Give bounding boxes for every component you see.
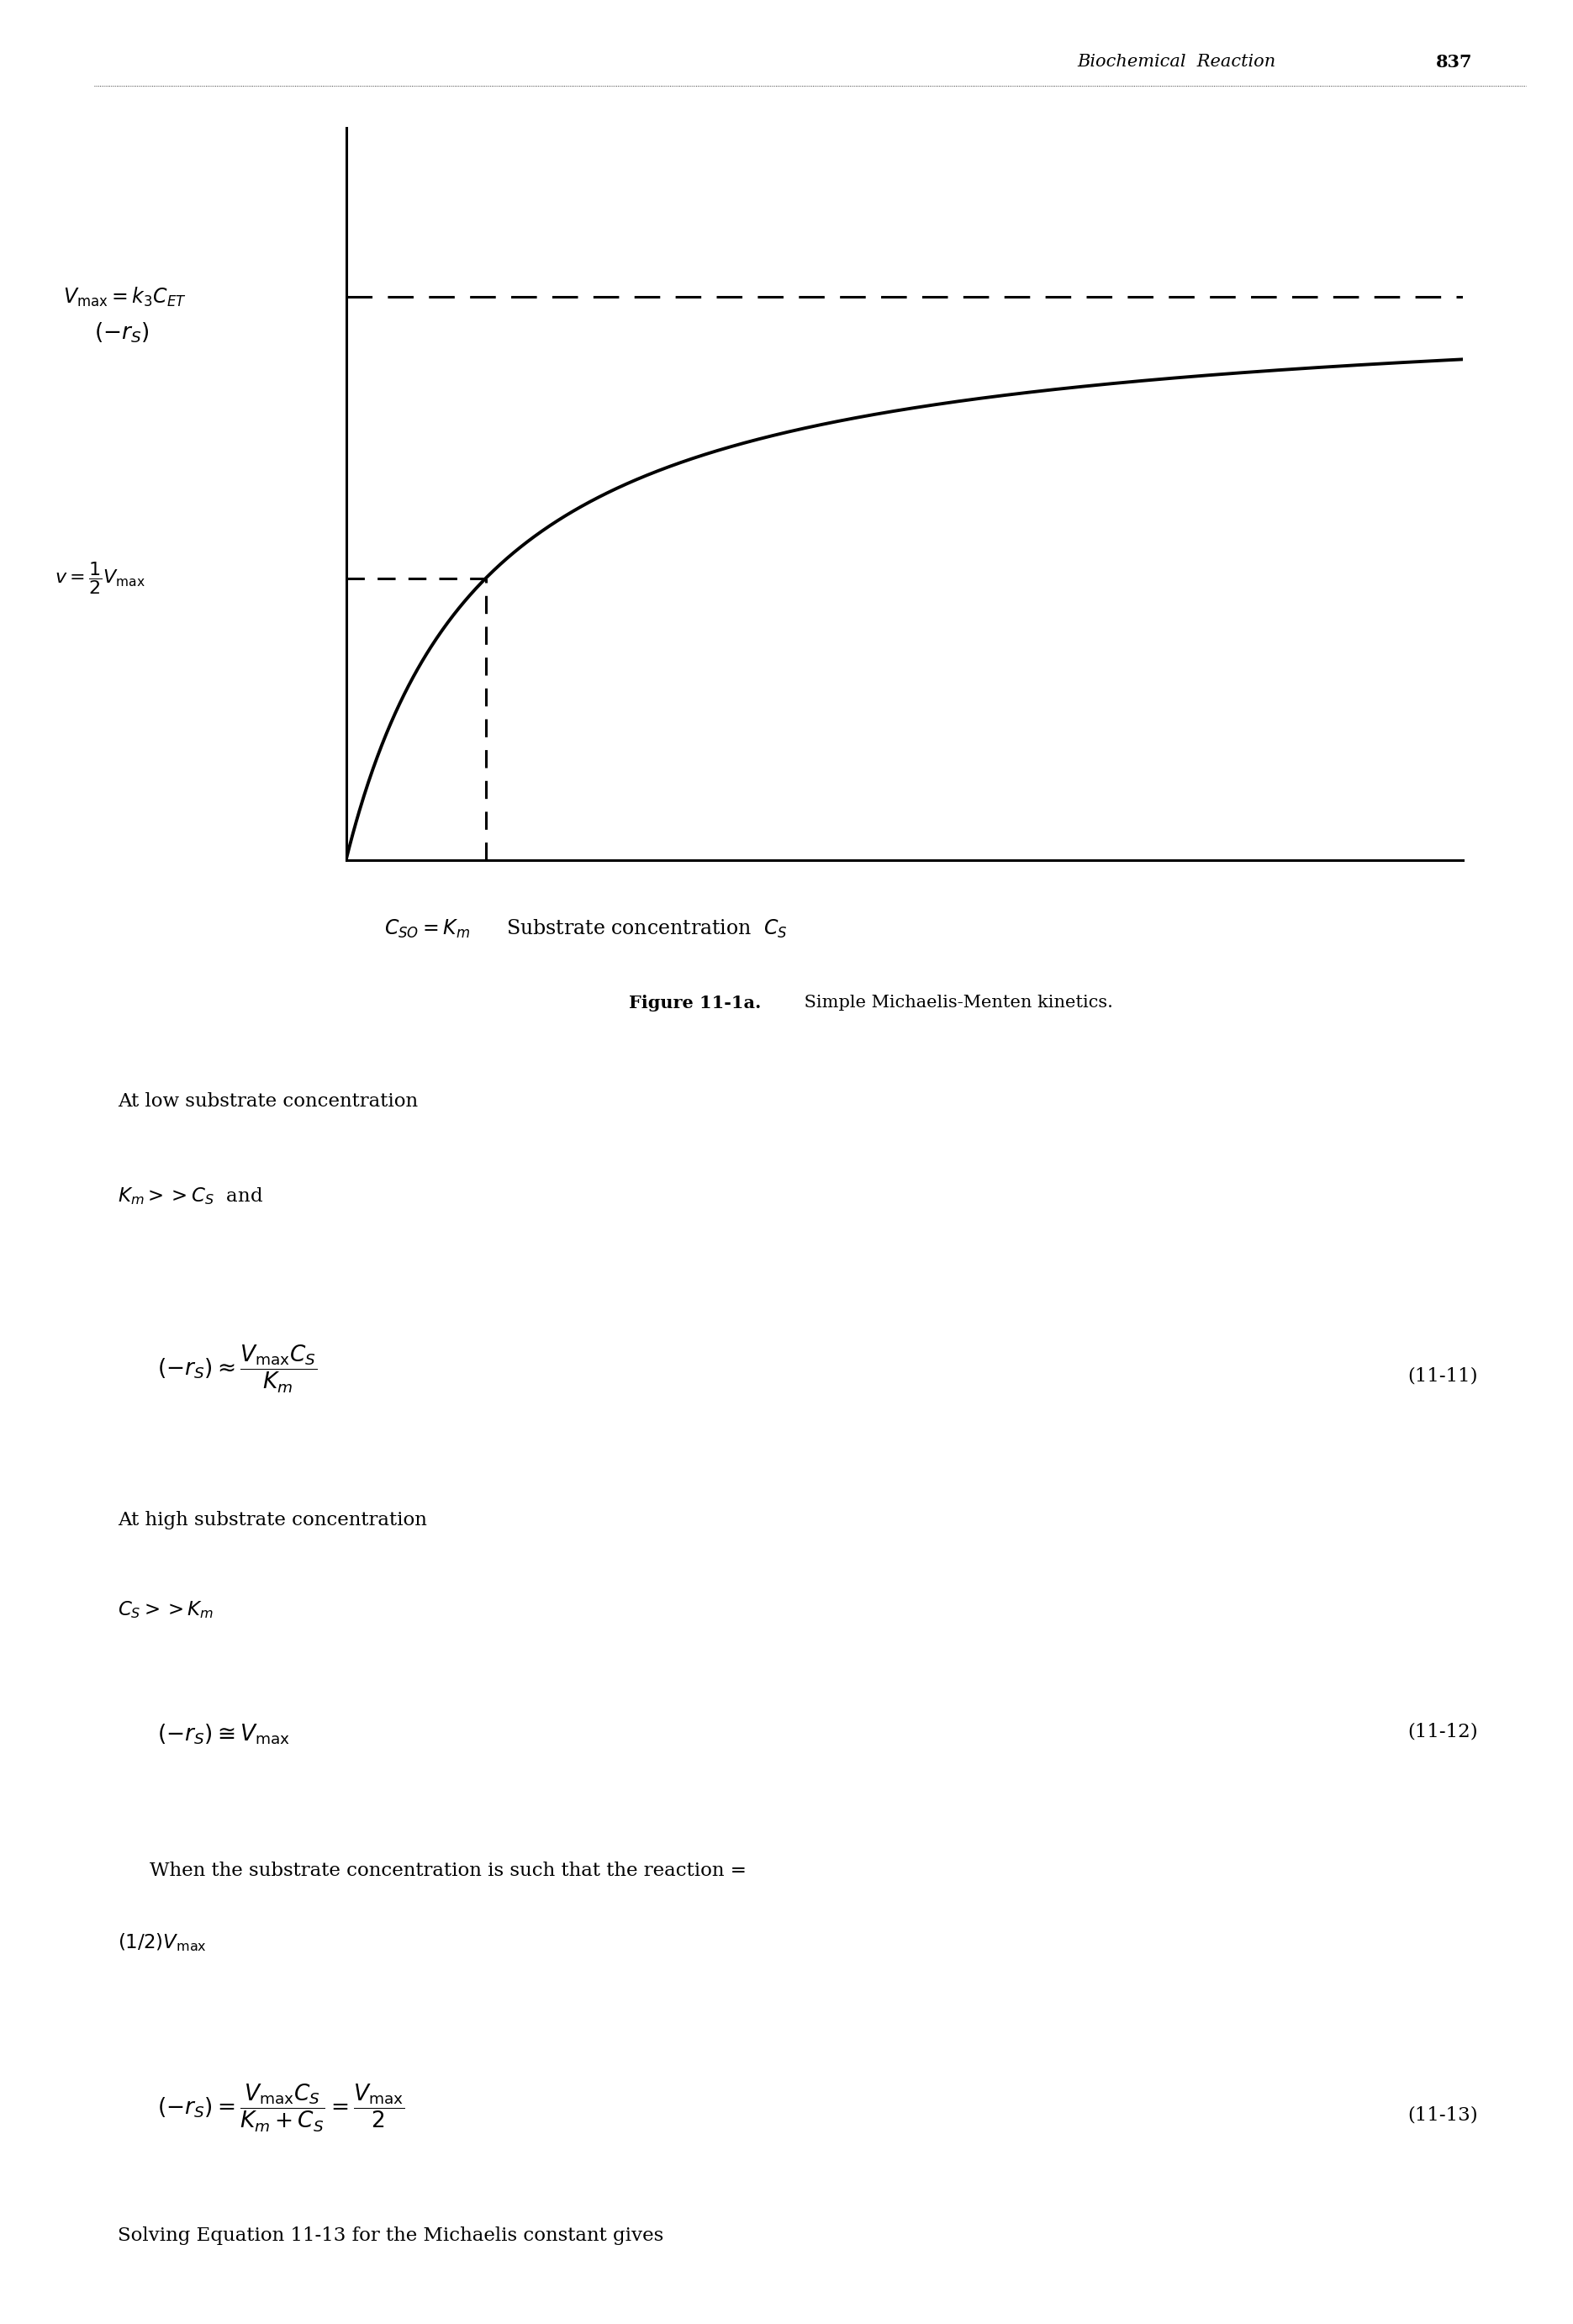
Text: (11-11): (11-11) [1408,1367,1479,1385]
Text: Simple Michaelis-Menten kinetics.: Simple Michaelis-Menten kinetics. [799,995,1114,1011]
Text: Biochemical  Reaction: Biochemical Reaction [1078,53,1276,70]
Text: $v = \dfrac{1}{2}V_{\mathrm{max}}$: $v = \dfrac{1}{2}V_{\mathrm{max}}$ [55,560,146,597]
Text: When the substrate concentration is such that the reaction =: When the substrate concentration is such… [149,1862,746,1880]
Text: (11-12): (11-12) [1408,1722,1479,1741]
Text: Figure 11-1a.: Figure 11-1a. [629,995,761,1011]
Text: $\left(-r_S\right)$: $\left(-r_S\right)$ [94,321,149,344]
Text: $\left(-r_S\right) \cong V_{\mathrm{max}}$: $\left(-r_S\right) \cong V_{\mathrm{max}… [157,1722,289,1745]
Text: Substrate concentration  $C_S$: Substrate concentration $C_S$ [494,918,788,939]
Text: $\left(-r_S\right) = \dfrac{V_{\mathrm{max}} C_S}{K_m + C_S} = \dfrac{V_{\mathrm: $\left(-r_S\right) = \dfrac{V_{\mathrm{m… [157,2082,404,2133]
Text: $C_{SO} = K_m$: $C_{SO} = K_m$ [384,918,470,939]
Text: $V_{\mathrm{max}} = k_3 C_{ET}$: $V_{\mathrm{max}} = k_3 C_{ET}$ [63,286,187,309]
Text: $(1/2)V_{\mathrm{max}}$: $(1/2)V_{\mathrm{max}}$ [118,1931,208,1952]
Text: At high substrate concentration: At high substrate concentration [118,1511,428,1529]
Text: At low substrate concentration: At low substrate concentration [118,1092,418,1111]
Text: (11-13): (11-13) [1408,2106,1479,2124]
Text: $\left(-r_S\right) \approx \dfrac{V_{\mathrm{max}} C_S}{K_m}$: $\left(-r_S\right) \approx \dfrac{V_{\ma… [157,1343,318,1394]
Text: Solving Equation 11-13 for the Michaelis constant gives: Solving Equation 11-13 for the Michaelis… [118,2226,664,2245]
Text: 837: 837 [1436,53,1472,70]
Text: $K_m >> C_S$  and: $K_m >> C_S$ and [118,1185,264,1206]
Text: $C_S >> K_m$: $C_S >> K_m$ [118,1599,214,1620]
